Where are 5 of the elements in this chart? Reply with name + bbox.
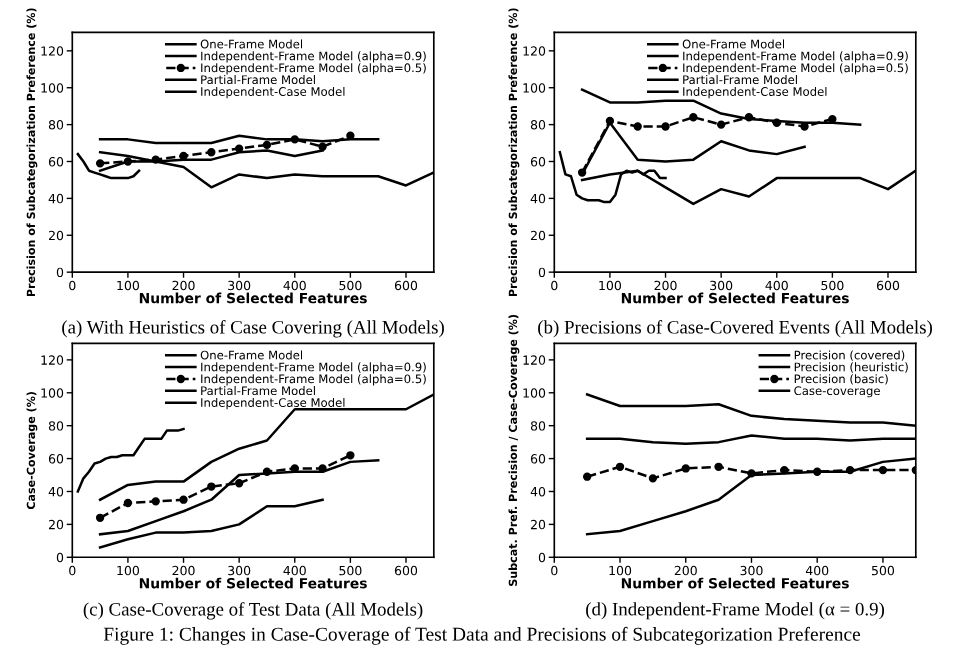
caption: Figure 1: Changes in Case-Coverage of Test Data and Precisions of Subcategorization Preference	[103, 626, 861, 645]
text: (c) Case-Coverage of Test Data (All Models)	[83, 602, 423, 620]
text: (d) Independent-Frame Model (α = 0.9)	[586, 602, 885, 620]
text: (b) Precisions of Case-Covered Events (All Models)	[538, 320, 932, 338]
text: (a) With Heuristics of Case Covering (All Models)	[62, 320, 444, 338]
